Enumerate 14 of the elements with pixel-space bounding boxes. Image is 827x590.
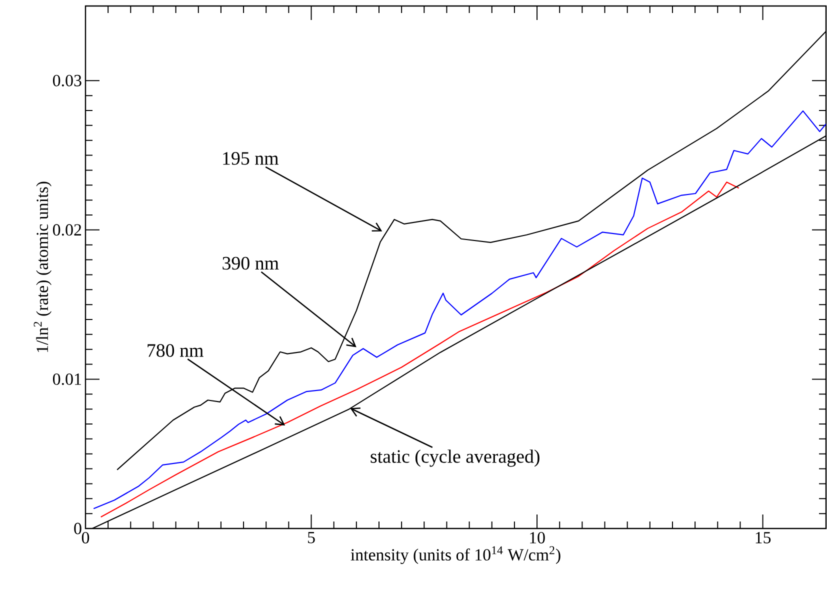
- x-tick-label: 0: [82, 532, 90, 544]
- annotation: 780 nm: [148, 344, 204, 357]
- x-tick-label: 10: [530, 532, 545, 544]
- x-tick-label: 5: [308, 532, 315, 544]
- x-axis-title: intensity (units of 10$^{14}$ W/cm$^{2}$): [350, 546, 560, 564]
- x-tick-label: 15: [756, 532, 771, 544]
- y-axis-title: 1/ln$^{2}$ (rate) (atomic units): [34, 182, 52, 352]
- annotation: 390 nm: [222, 256, 279, 270]
- annotation: static (cycle averaged): [370, 450, 540, 467]
- y-tick-label: 0.02: [52, 224, 82, 236]
- y-tick-label: 0.03: [52, 74, 82, 86]
- annotation: 195 nm: [223, 152, 279, 165]
- y-tick-label: 0: [74, 522, 82, 534]
- y-tick-label: 0.01: [52, 373, 81, 385]
